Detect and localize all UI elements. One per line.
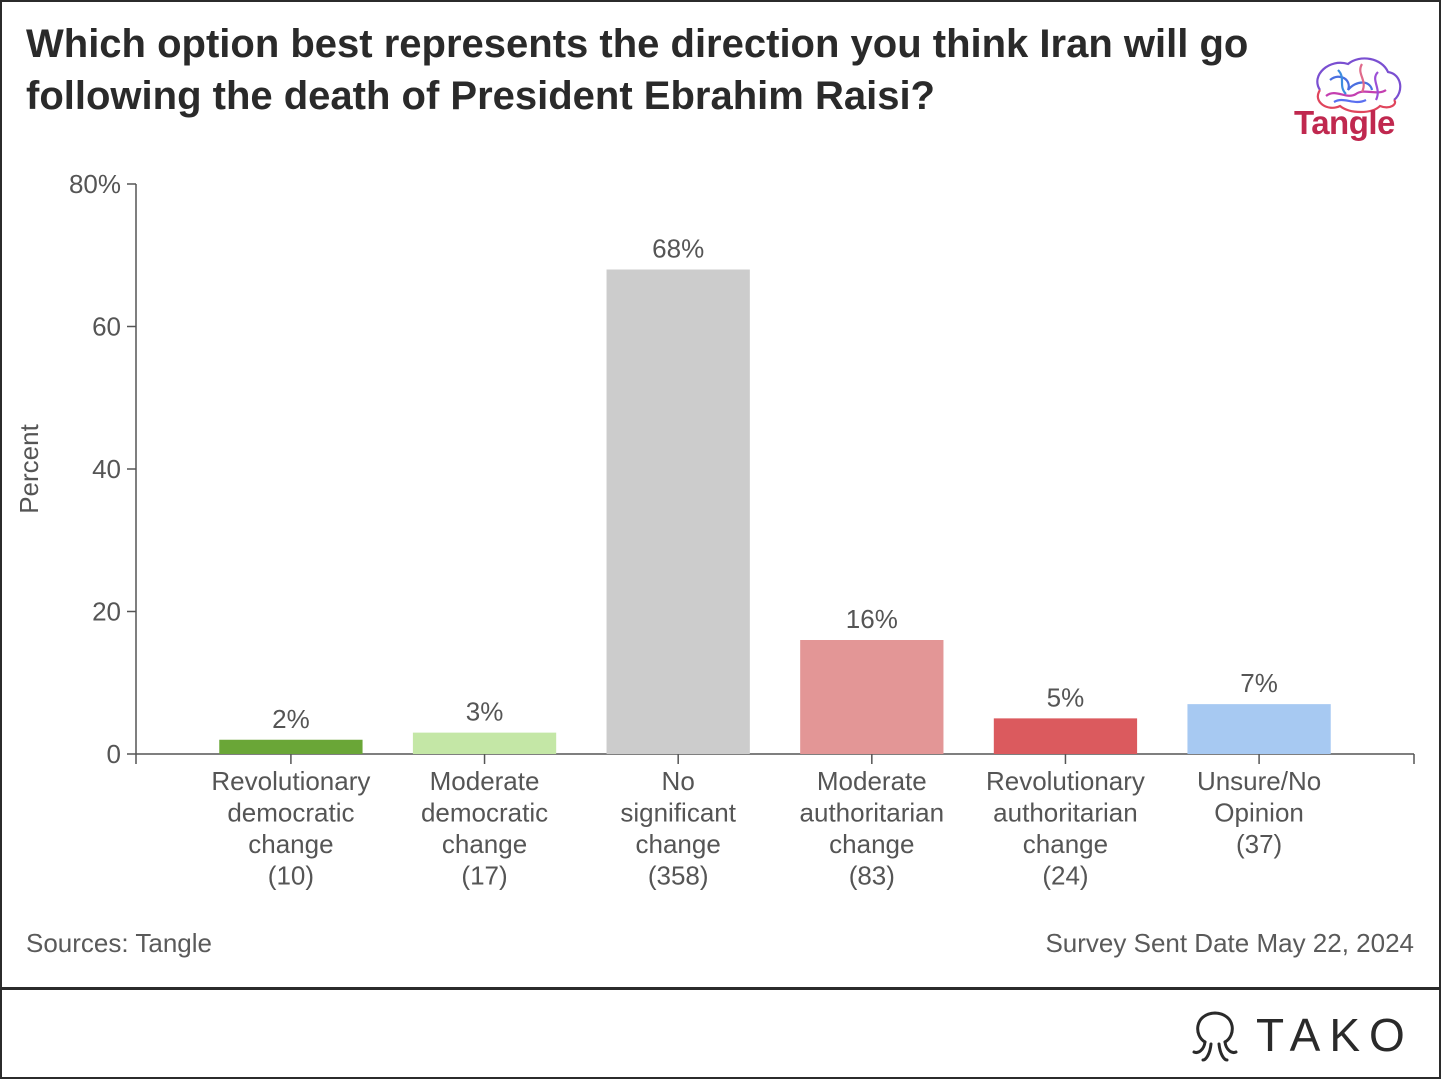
brain-logo-icon <box>1316 57 1402 114</box>
chart-title: Which option best represents the directi… <box>26 22 1249 118</box>
x-tick-label-line: change <box>1023 829 1108 859</box>
x-tick-label-line: Moderate <box>817 766 927 796</box>
x-tick-label-line: change <box>248 829 333 859</box>
bar[interactable] <box>219 739 363 754</box>
x-tick-label-line: democratic <box>227 798 354 828</box>
x-tick-label: Unsure/No Opinion (37) <box>1197 766 1321 859</box>
bar-data-label: 2% <box>272 704 310 734</box>
y-tick-label: 40 <box>92 454 121 484</box>
bar[interactable] <box>606 269 750 755</box>
bar-data-label: 5% <box>1047 682 1085 712</box>
bar-data-label: 3% <box>466 697 504 727</box>
bar-data-label: 16% <box>846 604 898 634</box>
x-tick-label-line: change <box>829 829 914 859</box>
bar[interactable] <box>412 732 557 754</box>
x-tick-label-line: (17) <box>461 861 507 891</box>
x-tick-label-line: Moderate <box>430 766 540 796</box>
bar[interactable] <box>800 640 944 754</box>
chart-bars <box>219 269 1331 755</box>
x-tick-label-line: (37) <box>1236 829 1282 859</box>
x-tick-label-line: change <box>442 829 527 859</box>
sources-text: Sources: Tangle <box>26 928 212 958</box>
x-tick-label-line: Opinion <box>1214 798 1304 828</box>
y-tick-label: 60 <box>92 312 121 342</box>
x-tick-label-line: change <box>636 829 721 859</box>
x-tick-label-line: (83) <box>849 861 895 891</box>
bar-data-label: 68% <box>652 234 704 264</box>
x-tick-label-line: (358) <box>648 861 709 891</box>
x-tick-label-line: (10) <box>268 861 314 891</box>
bar[interactable] <box>993 718 1138 754</box>
x-tick-label-line: democratic <box>421 798 548 828</box>
bar[interactable] <box>1187 704 1331 754</box>
x-tick-label-line: Revolutionary <box>211 766 370 796</box>
x-tick-label-line: authoritarian <box>800 798 945 828</box>
chart-labels: 2%Revolutionary democratic change (10)3%Mod… <box>211 234 1321 891</box>
x-tick-label-line: authoritarian <box>993 798 1138 828</box>
x-tick-label-line: Unsure/No <box>1197 766 1321 796</box>
y-tick-label: 80% <box>69 169 121 199</box>
tako-brand-text: TAKO <box>1256 1009 1414 1061</box>
y-axis-label: Percent <box>14 423 44 513</box>
x-tick-label: No significant change (358) <box>620 766 736 891</box>
y-tick-label: 0 <box>107 739 121 769</box>
x-tick-label: Moderate authoritarian change (83) <box>800 766 945 891</box>
tako-octopus-icon <box>1192 1011 1238 1062</box>
x-tick-label: Revolutionary democratic change (10) <box>211 766 370 891</box>
x-tick-label-line: significant <box>620 798 736 828</box>
bar-data-label: 7% <box>1240 668 1278 698</box>
tangle-logo-text: Tangle <box>1294 104 1395 141</box>
x-tick-label-line: No <box>662 766 695 796</box>
x-tick-label-line: (24) <box>1042 861 1088 891</box>
x-tick-label-line: Revolutionary <box>986 766 1145 796</box>
x-tick-label: Revolutionary authoritarian change (24) <box>986 766 1145 891</box>
survey-date-text: Survey Sent Date May 22, 2024 <box>1045 928 1414 958</box>
footer-divider <box>0 987 1441 990</box>
y-tick-label: 20 <box>92 597 121 627</box>
x-tick-label: Moderate democratic change (17) <box>421 766 548 891</box>
